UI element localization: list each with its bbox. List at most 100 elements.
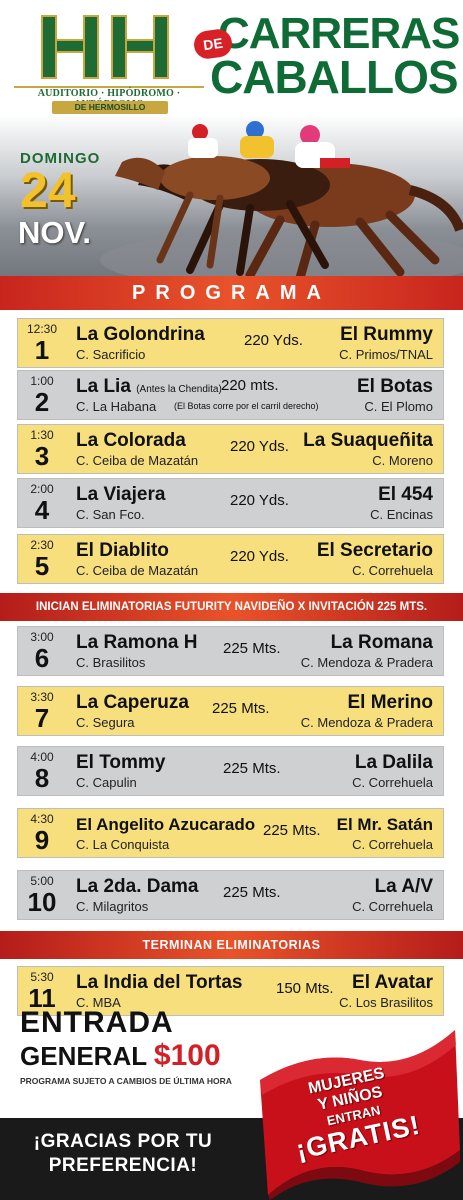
race-row: 1:00 2 La Lia (Antes la Chendita) C. La … xyxy=(17,370,444,420)
race-number: 7 xyxy=(34,703,50,733)
horse-right-owner: C. Los Brasilitos xyxy=(339,995,433,1010)
horse-right-name: La A/V xyxy=(374,876,433,897)
entrada-title: ENTRADA xyxy=(20,1006,174,1039)
race-note: (El Botas corre por el carril derecho) xyxy=(174,401,319,411)
horse-right-owner: C. Primos/TNAL xyxy=(339,347,433,362)
horse-right-owner: C. Mendoza & Pradera xyxy=(300,655,433,670)
horse-right-owner: C. Mendoza & Pradera xyxy=(300,715,433,730)
thanks-message: ¡GRACIAS POR TU PREFERENCIA! xyxy=(18,1130,228,1178)
race-row: 4:30 9 El Angelito Azucarado C. La Conqu… xyxy=(17,808,444,858)
race-row: 2:00 4 La Viajera C. San Fco. 220 Yds. E… xyxy=(17,478,444,528)
race-time: 3:30 xyxy=(30,690,54,704)
race-distance: 220 Yds. xyxy=(230,548,289,565)
race-distance: 225 Mts. xyxy=(223,640,281,657)
title-carreras: CARRERAS xyxy=(218,9,460,58)
race-number: 3 xyxy=(34,441,50,471)
race-number: 5 xyxy=(34,551,50,581)
race-distance: 220 Yds. xyxy=(230,438,289,455)
race-number: 9 xyxy=(34,825,50,855)
race-time: 12:30 xyxy=(26,322,58,336)
horse-left-owner: C. Ceiba de Mazatán xyxy=(76,563,199,578)
race-distance: 220 mts. xyxy=(221,377,279,394)
race-time: 5:00 xyxy=(30,874,54,888)
horse-left-name: La India del Tortas xyxy=(76,972,243,993)
race-row: 4:00 8 El Tommy C. Capulin 225 Mts. La D… xyxy=(17,746,444,796)
horse-left-name: La Caperuza xyxy=(76,692,189,713)
horse-right-name: El Avatar xyxy=(352,972,433,993)
horse-icon xyxy=(115,156,270,269)
date-weekday: DOMINGO xyxy=(20,150,101,167)
logo-subtitle: DE HERMOSILLO xyxy=(52,101,168,114)
race-number: 8 xyxy=(34,763,50,793)
race-time: 4:00 xyxy=(30,750,54,764)
header: AUDITORIO · HIPÓDROMO · AUTÓDROMO DE HER… xyxy=(0,0,463,285)
title-caballos: CABALLOS xyxy=(210,51,459,103)
race-distance: 225 Mts. xyxy=(263,822,321,839)
horse-right-name: El Secretario xyxy=(316,540,433,561)
horse-left-owner: C. Capulin xyxy=(76,775,137,790)
race-distance: 225 Mts. xyxy=(223,884,281,901)
horse-left-name: La 2da. Dama xyxy=(76,876,199,897)
race-time: 5:30 xyxy=(30,970,54,984)
race-number: 1 xyxy=(34,335,50,365)
eliminatorias-start-banner: INICIAN ELIMINATORIAS FUTURITY NAVIDEÑO … xyxy=(0,593,463,621)
race-number: 10 xyxy=(27,887,57,917)
horse-left-owner: C. Ceiba de Mazatán xyxy=(76,453,199,468)
horse-left-name: La Viajera xyxy=(76,484,166,505)
horse-right-name: El Merino xyxy=(347,692,433,713)
program-title-bar: PROGRAMA xyxy=(0,276,463,310)
horse-left-owner: C. San Fco. xyxy=(76,507,145,522)
horse-right-owner: C. Encinas xyxy=(370,507,433,522)
horse-left-name-wrapper: La Lia (Antes la Chendita) xyxy=(76,376,222,401)
entrada-price: $100 xyxy=(153,1039,221,1072)
race-distance: 225 Mts. xyxy=(223,760,281,777)
horse-left-owner: C. La Conquista xyxy=(76,837,170,852)
race-time: 2:00 xyxy=(30,482,54,496)
race-time: 2:30 xyxy=(30,538,54,552)
logo-banner: AUDITORIO · HIPÓDROMO · AUTÓDROMO xyxy=(14,86,204,110)
horse-left-name: La Golondrina xyxy=(76,324,205,345)
entrada-general-line: GENERAL $100 xyxy=(20,1039,221,1072)
race-row: 12:30 1 La Golondrina C. Sacrificio 220 … xyxy=(17,318,444,368)
horse-right-name: La Dalila xyxy=(354,752,433,773)
race-row: 5:00 10 La 2da. Dama C. Milagritos 225 M… xyxy=(17,870,444,920)
race-row: 2:30 5 El Diablito C. Ceiba de Mazatán 2… xyxy=(17,534,444,584)
horse-left-owner: C. La Habana xyxy=(76,399,157,414)
horse-right-owner: C. Correhuela xyxy=(352,837,433,852)
race-distance: 220 Yds. xyxy=(244,332,303,349)
race-number: 4 xyxy=(34,495,50,525)
horse-right-name: El 454 xyxy=(378,484,433,505)
horse-left-name: El Angelito Azucarado xyxy=(76,815,256,834)
eliminatorias-end-banner: TERMINAN ELIMINATORIAS xyxy=(0,931,463,959)
horse-right-name: El Mr. Satán xyxy=(336,815,433,834)
horse-left-owner: C. Brasilitos xyxy=(76,655,146,670)
horse-right-name: La Romana xyxy=(330,632,433,653)
horse-left-name: La Ramona H xyxy=(76,632,198,653)
horse-right-owner: C. Correhuela xyxy=(352,563,433,578)
horse-right-owner: C. El Plomo xyxy=(364,399,433,414)
race-time: 4:30 xyxy=(30,812,54,826)
program-disclaimer: PROGRAMA SUJETO A CAMBIOS DE ÚLTIMA HORA xyxy=(20,1076,232,1086)
promo-flag-icon xyxy=(260,1030,460,1200)
program-title: PROGRAMA xyxy=(132,282,331,304)
race-distance: 150 Mts. xyxy=(276,980,334,997)
horse-left-owner: C. Segura xyxy=(76,715,135,730)
horse-left-owner: C. MBA xyxy=(76,995,121,1010)
horse-right-owner: C. Correhuela xyxy=(352,775,433,790)
horse-left-name: El Tommy xyxy=(76,752,166,773)
entrada-general: GENERAL xyxy=(20,1041,147,1071)
race-row: 1:30 3 La Colorada C. Ceiba de Mazatán 2… xyxy=(17,424,444,474)
horse-left-owner: C. Sacrificio xyxy=(76,347,146,362)
horse-left-owner: C. Milagritos xyxy=(76,899,149,914)
horse-left-name-note: (Antes la Chendita) xyxy=(136,384,222,395)
horse-right-name: El Rummy xyxy=(340,324,433,345)
race-time: 3:00 xyxy=(30,630,54,644)
horse-right-name: La Suaqueñita xyxy=(303,430,433,451)
jockey-icon xyxy=(295,125,350,168)
horse-right-name: El Botas xyxy=(356,376,433,397)
thanks-line-2: PREFERENCIA! xyxy=(48,1155,198,1176)
race-time: 1:00 xyxy=(30,374,54,388)
race-row: 3:00 6 La Ramona H C. Brasilitos 225 Mts… xyxy=(17,626,444,676)
race-row: 3:30 7 La Caperuza C. Segura 225 Mts. El… xyxy=(17,686,444,736)
race-time: 1:30 xyxy=(30,428,54,442)
